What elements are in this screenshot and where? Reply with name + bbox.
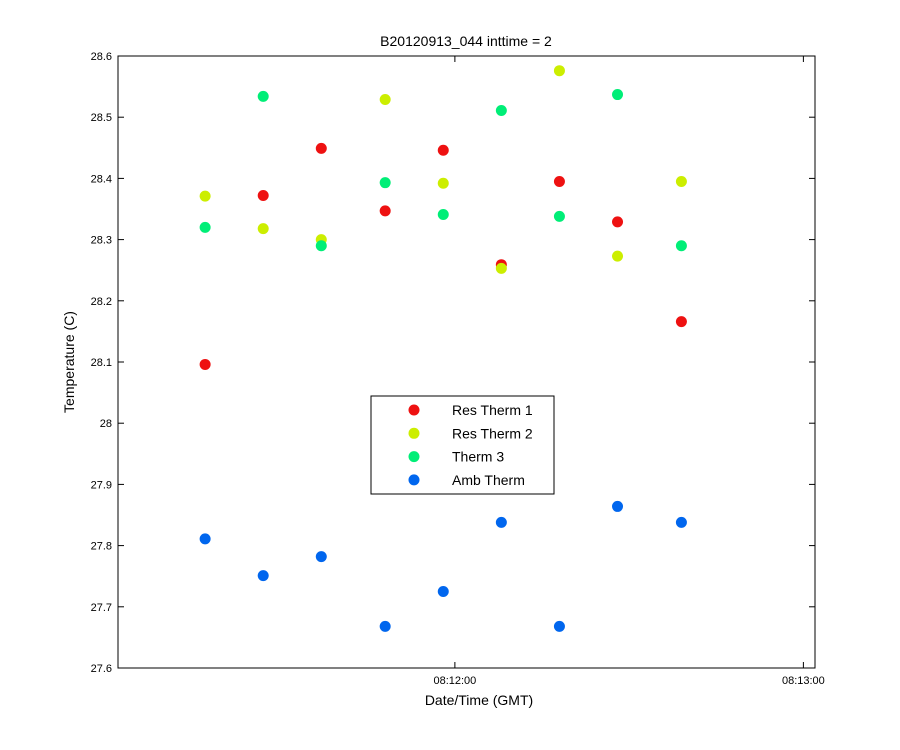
data-point-3-5 [495,516,507,528]
y-tick-label: 28 [100,418,112,430]
data-point-3-0 [199,533,211,545]
data-point-2-2 [315,240,327,252]
data-point-0-6 [553,175,565,187]
plot-area: 27.6 27.7 27.8 27.9 28 28.1 28.2 28.3 28.4 28.5 28… [91,51,825,687]
data-point-2-1 [257,90,269,102]
legend-marker-1 [408,427,420,439]
data-point-0-8 [675,316,687,328]
data-point-2-3 [379,177,391,189]
y-tick-label: 28.3 [91,235,112,247]
data-point-2-0 [199,221,211,233]
y-tick-label: 28.4 [91,173,112,185]
data-point-3-1 [257,570,269,582]
data-point-2-6 [553,210,565,222]
data-point-0-2 [315,142,327,154]
data-point-2-4 [437,209,449,221]
legend: Res Therm 1 Res Therm 2 Therm 3 Amb Therm [370,395,555,495]
y-tick-label: 27.9 [91,479,112,491]
y-tick-label: 27.6 [91,663,112,675]
data-point-3-4 [437,586,449,597]
data-point-3-8 [675,516,687,528]
y-tick-label: 27.7 [91,602,112,614]
legend-label-3: Amb Therm [452,472,525,488]
data-point-1-5 [495,262,507,274]
data-point-2-5 [495,104,507,116]
plot-frame [117,55,816,669]
data-point-0-7 [612,216,624,228]
chart-title: B20120913_044 inttime = 2 [380,33,552,49]
x-tick-label: 08:12:00 [433,675,476,687]
legend-label-2: Therm 3 [452,449,504,465]
data-point-0-0 [199,358,211,370]
y-tick-label: 28.5 [91,112,112,124]
legend-box [370,395,555,495]
legend-label-1: Res Therm 2 [452,425,533,441]
data-point-2-7 [612,89,624,101]
data-point-0-3 [379,205,391,217]
data-point-1-3 [379,93,391,105]
data-point-1-4 [437,177,449,189]
data-point-1-8 [675,175,687,187]
data-point-0-4 [437,144,449,156]
legend-marker-0 [408,404,420,416]
legend-marker-3 [408,474,420,486]
data-point-1-6 [553,65,565,77]
legend-label-0: Res Therm 1 [452,402,533,418]
data-point-2-8 [675,240,687,252]
data-point-3-7 [612,500,624,512]
y-tick-label: 28.2 [91,296,112,308]
data-point-3-2 [315,551,327,563]
data-point-0-1 [257,190,269,202]
x-tick-label: 08:13:00 [782,675,825,687]
data-point-1-0 [199,190,211,202]
y-tick-label: 28.1 [91,357,112,369]
y-tick-label: 27.8 [91,541,112,553]
x-axis-title: Date/Time (GMT) [425,692,533,708]
data-point-1-1 [257,223,269,235]
data-point-3-3 [379,620,391,632]
legend-marker-2 [408,451,420,463]
y-axis-title: Temperature (C) [61,311,77,413]
y-tick-label: 28.6 [91,51,112,63]
data-point-3-6 [553,620,565,632]
data-point-1-7 [612,250,624,262]
